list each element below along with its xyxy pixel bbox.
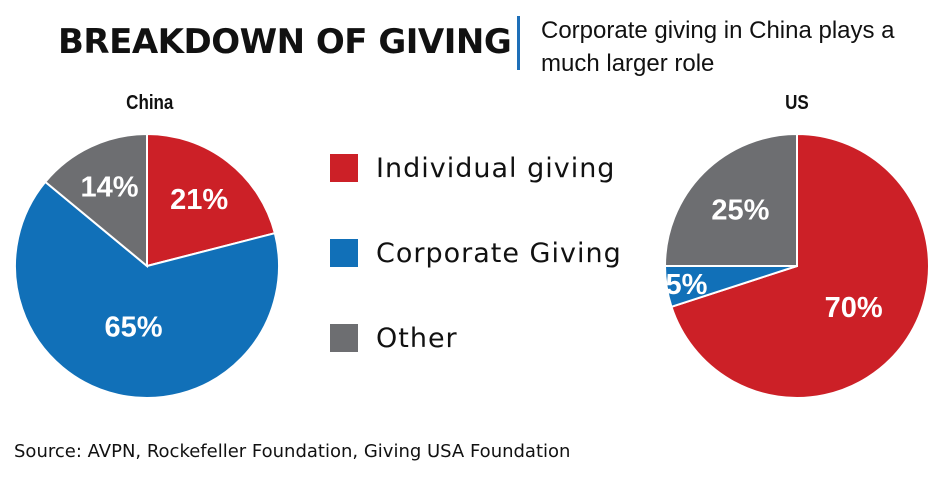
legend-swatch-individual-giving [330,154,358,182]
china-pie-label-corporate-giving: 65% [104,312,162,344]
legend: Individual giving Corporate Giving Other [330,146,622,401]
us-pie-label-other: 25% [711,194,769,226]
china-pie-slice-individual-giving [146,132,277,268]
china-pie-chart: 21% 65% 14% [14,132,280,399]
legend-item-corporate-giving: Corporate Giving [330,231,622,275]
us-pie-chart: 70% 5% 25% [663,132,930,399]
us-pie-slice-individual-giving [670,132,930,399]
legend-label-individual-giving: Individual giving [376,152,616,184]
china-pie-slice-other [43,132,148,269]
title-divider [517,16,520,70]
us-pie-title: US [785,92,809,114]
chart-title: BREAKDOWN OF GIVING [58,22,512,62]
china-pie-label-individual-giving: 21% [170,184,228,216]
china-pie-title: China [126,92,174,114]
legend-item-other: Other [330,316,622,360]
source-note: Source: AVPN, Rockefeller Foundation, Gi… [14,441,571,462]
us-pie-label-corporate-giving: 5% [665,269,707,301]
china-pie-label-other: 14% [81,171,139,203]
chart-subtitle: Corporate giving in China plays a much l… [541,17,895,77]
legend-swatch-other [330,324,358,352]
us-pie-slice-other [663,132,798,267]
legend-item-individual-giving: Individual giving [330,146,622,190]
legend-label-corporate-giving: Corporate Giving [376,237,622,269]
legend-swatch-corporate-giving [330,239,358,267]
us-pie-label-individual-giving: 70% [825,292,883,324]
china-pie-slice-corporate-giving [14,180,280,399]
legend-label-other: Other [376,322,458,354]
